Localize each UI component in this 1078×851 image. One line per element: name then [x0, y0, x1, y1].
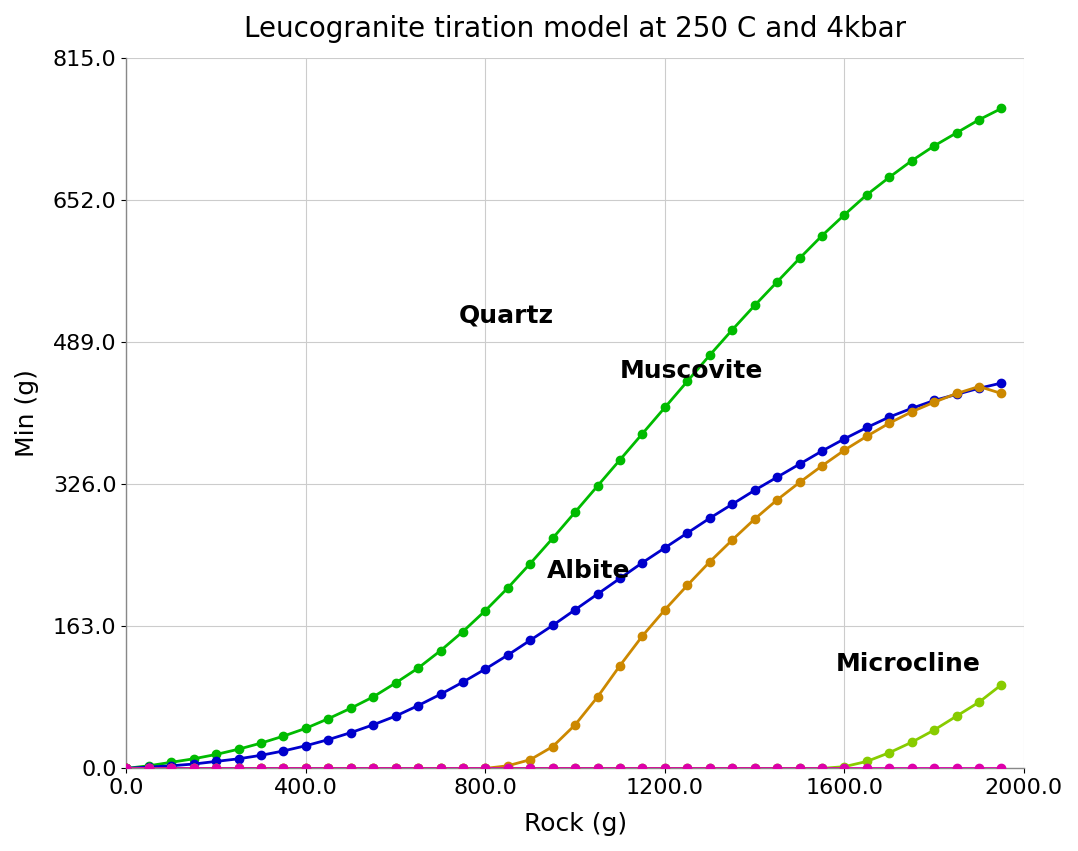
X-axis label: Rock (g): Rock (g): [524, 812, 626, 836]
Y-axis label: Min (g): Min (g): [15, 369, 39, 457]
Title: Leucogranite tiration model at 250 C and 4kbar: Leucogranite tiration model at 250 C and…: [244, 15, 907, 43]
Text: Muscovite: Muscovite: [620, 359, 763, 383]
Text: Albite: Albite: [548, 559, 631, 583]
Text: Microcline: Microcline: [835, 652, 980, 676]
Text: Quartz: Quartz: [458, 303, 554, 327]
